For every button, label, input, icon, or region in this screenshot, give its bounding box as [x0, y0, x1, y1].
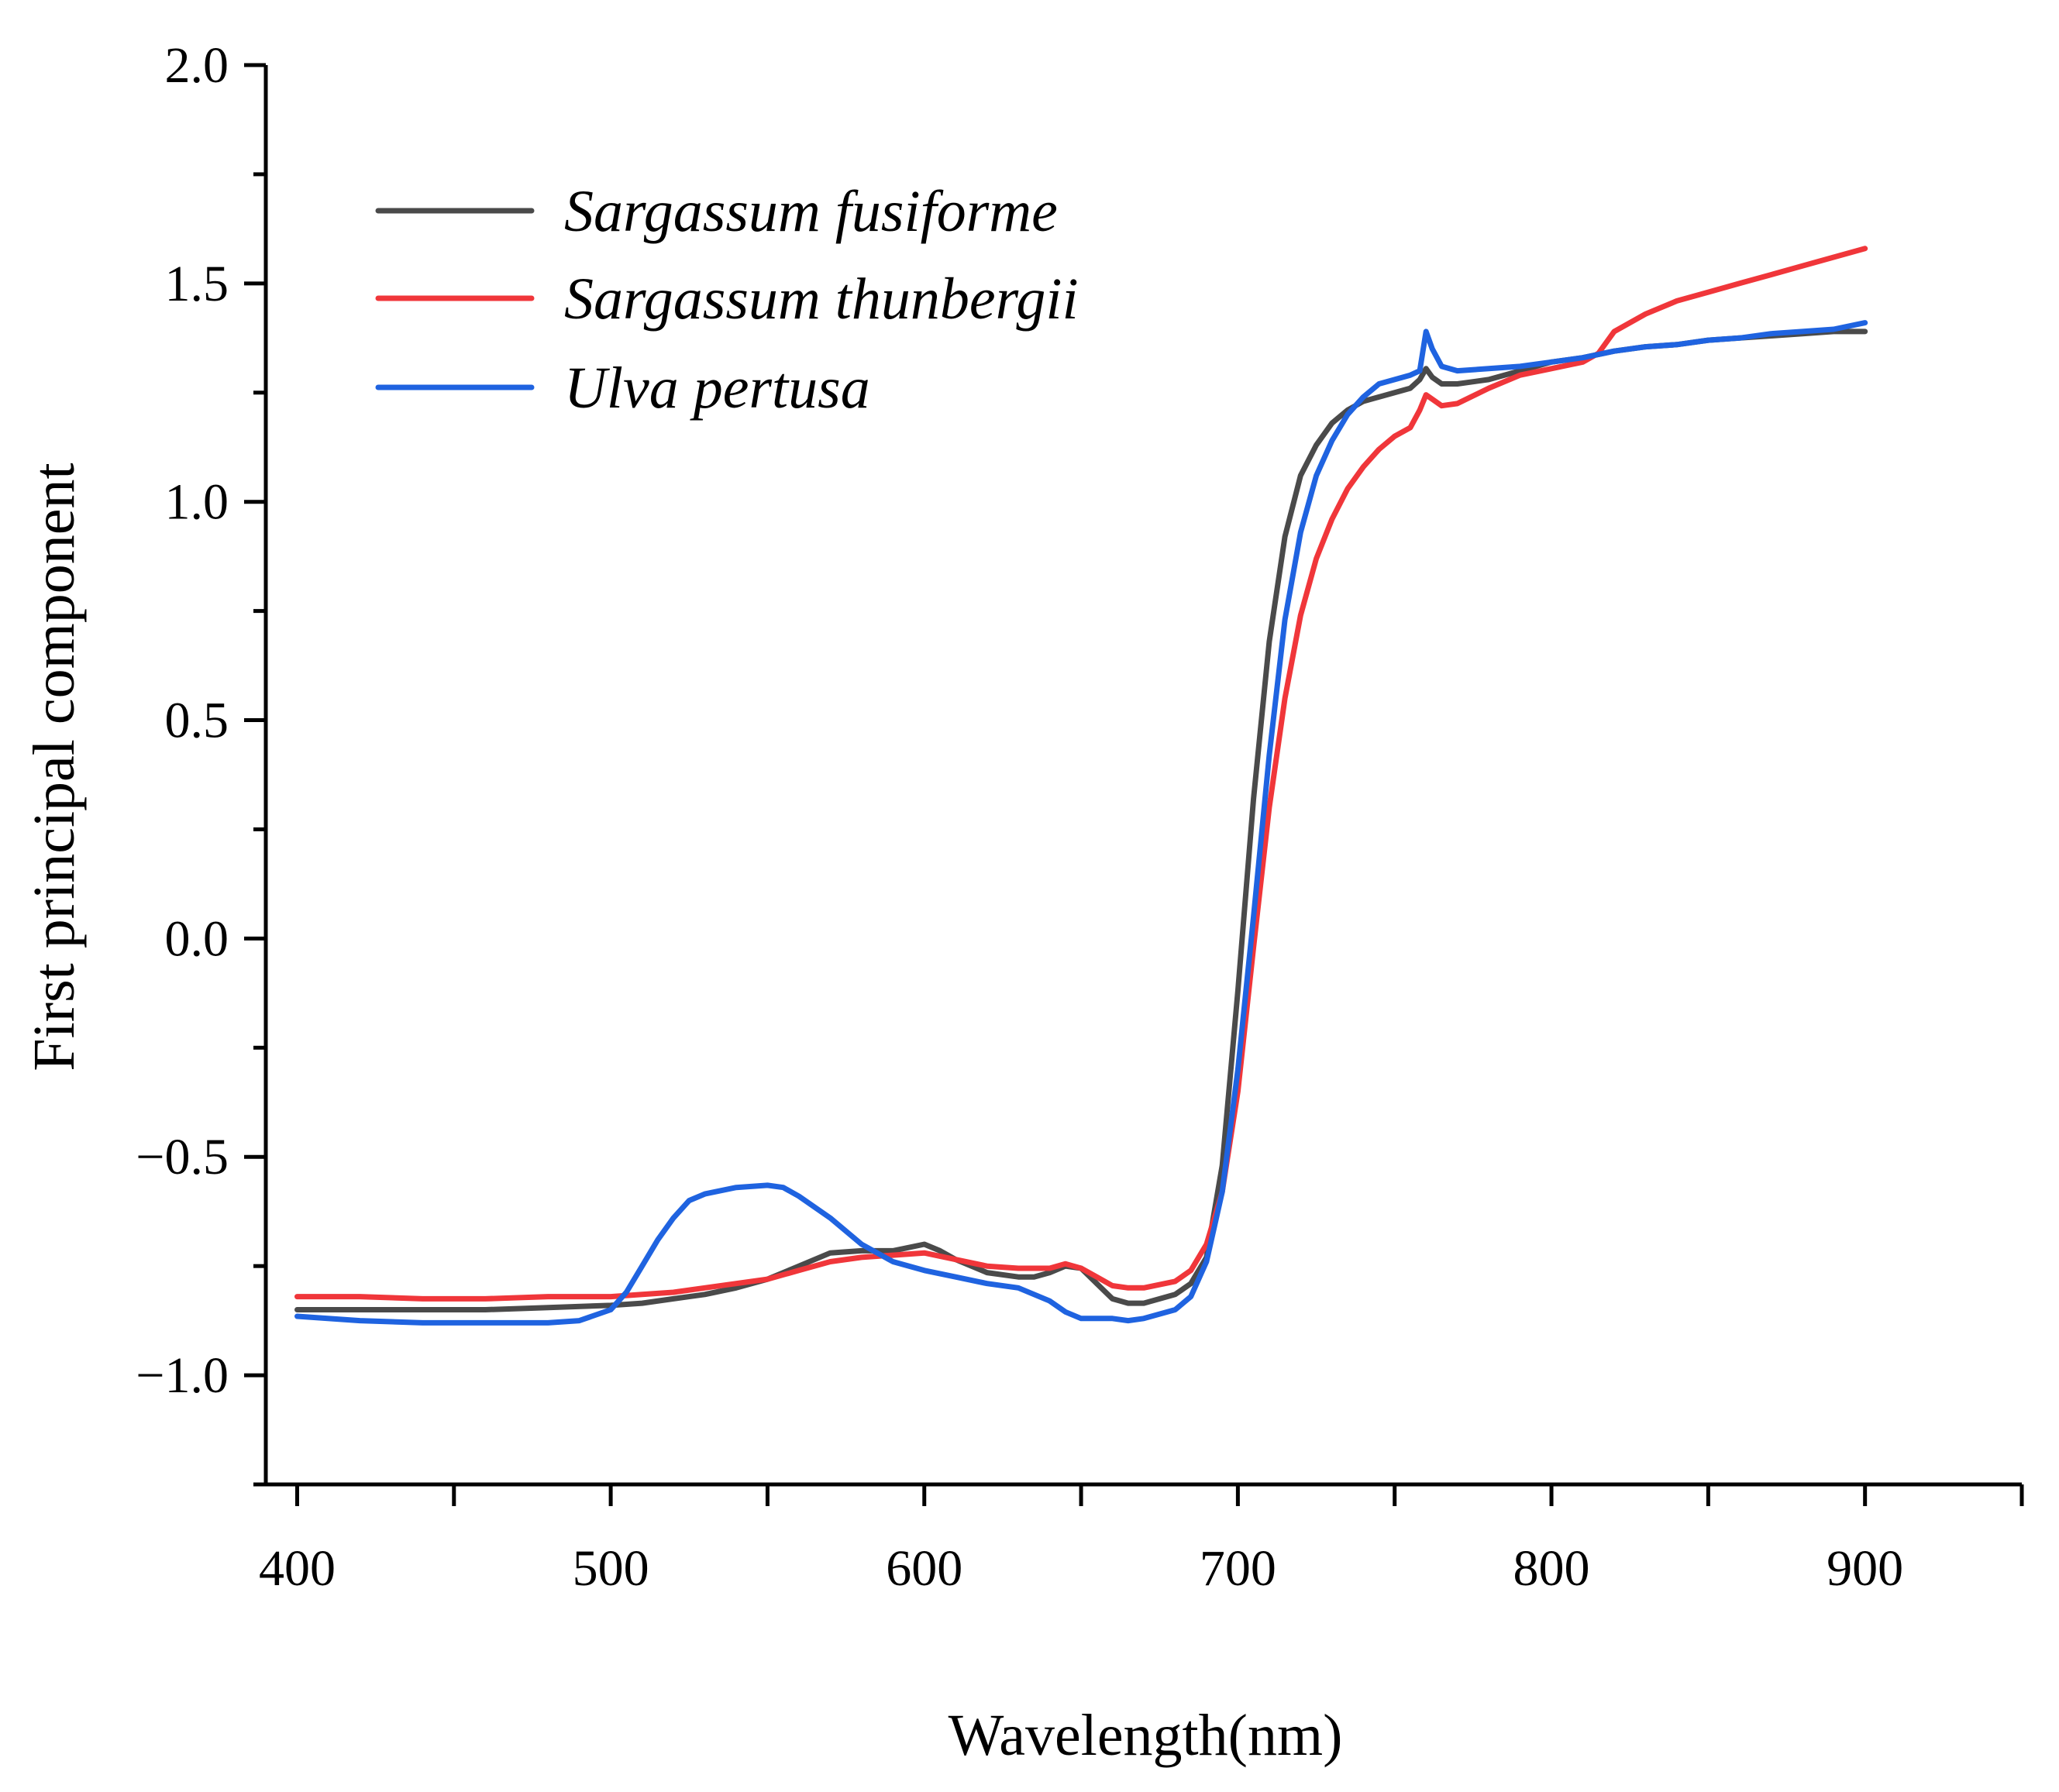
y-tick-label-0: 0.0: [165, 910, 229, 967]
y-tick-label--1: −1.0: [136, 1347, 229, 1404]
y-tick-label-2: 2.0: [165, 37, 229, 94]
y-tick-label--0.5: −0.5: [136, 1129, 229, 1185]
legend-label-sargassum-fusiforme: Sargassum fusiforme: [564, 179, 1058, 244]
legend-label-ulva-pertusa: Ulva pertusa: [564, 356, 870, 421]
y-axis-title: First principal component: [22, 463, 87, 1071]
x-tick-label-400: 400: [259, 1540, 336, 1597]
ticks-layer: 400 500 600 700 800 900 −1.0 −0.5 0.0 0.5 1.0 1.5 2.…: [136, 37, 2024, 1597]
series-line-sargassum-fusiforme: [294, 328, 1868, 1312]
x-tick-label-800: 800: [1513, 1540, 1590, 1597]
series-line-ulva-pertusa: [294, 320, 1868, 1326]
axes-layer: [263, 65, 2022, 1487]
series-layer: [294, 246, 1868, 1326]
x-axis-title: Wavelength(nm): [949, 1703, 1343, 1768]
x-tick-label-900: 900: [1827, 1540, 1903, 1597]
legend: Sargassum fusiforme Sargassum thunbergii…: [375, 179, 1079, 421]
x-tick-label-500: 500: [573, 1540, 649, 1597]
legend-label-sargassum-thunbergii: Sargassum thunbergii: [564, 267, 1079, 332]
x-tick-label-600: 600: [886, 1540, 962, 1597]
series-line-sargassum-thunbergii: [294, 246, 1868, 1302]
y-tick-label-1.5: 1.5: [165, 256, 229, 312]
y-tick-label-1: 1.0: [165, 474, 229, 531]
x-tick-label-700: 700: [1200, 1540, 1276, 1597]
y-tick-label-0.5: 0.5: [165, 693, 229, 749]
